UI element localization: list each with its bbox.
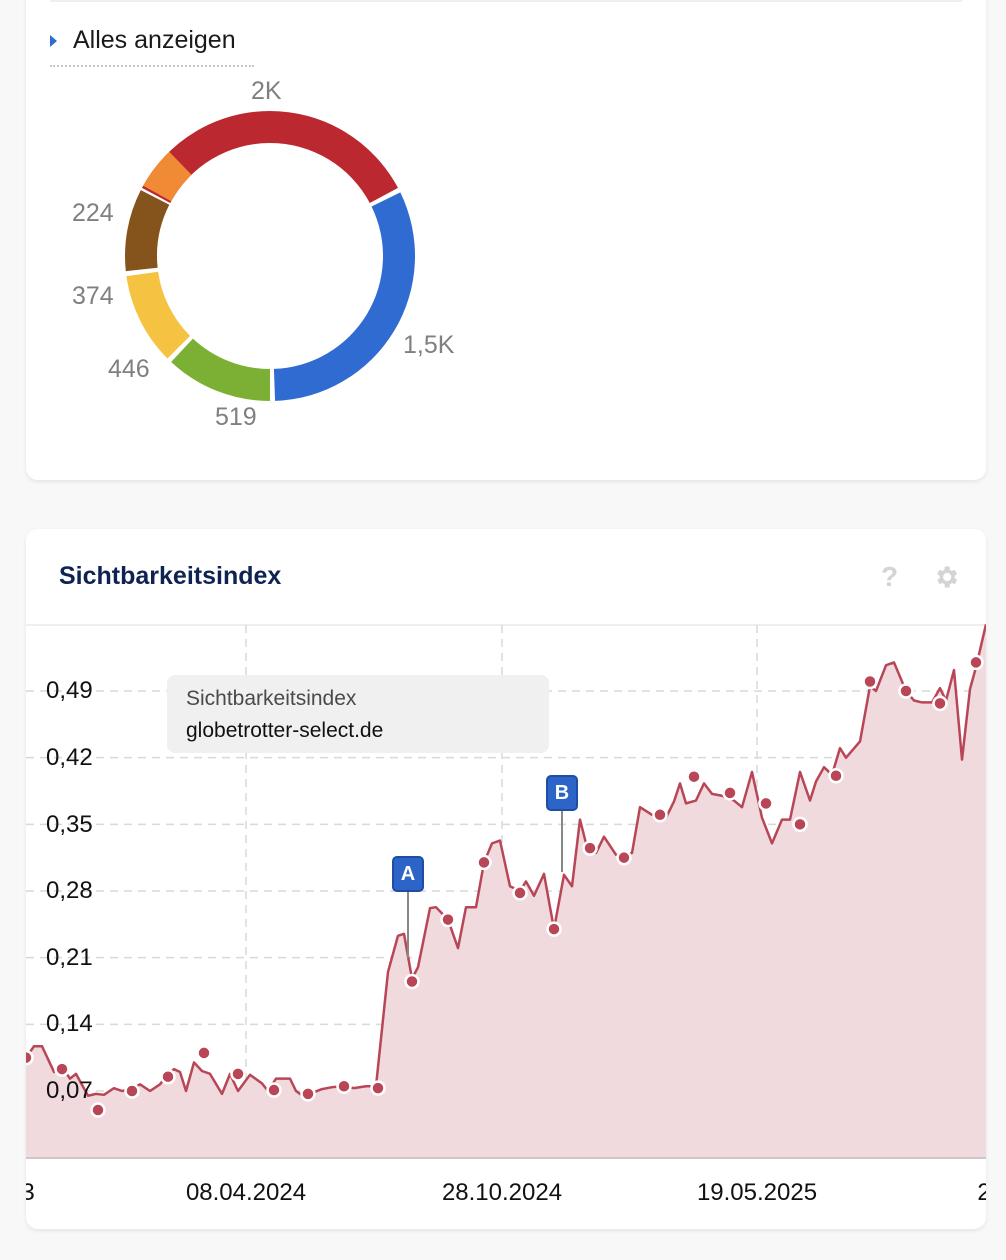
data-point[interactable]: [336, 1078, 352, 1094]
donut-label-2k: 2K: [251, 77, 282, 105]
data-point[interactable]: [404, 973, 420, 990]
data-point[interactable]: [722, 785, 738, 801]
event-marker-b[interactable]: B: [546, 775, 578, 811]
donut-slice[interactable]: [126, 271, 191, 359]
gear-icon[interactable]: [932, 563, 958, 589]
show-all-toggle[interactable]: Alles anzeigen: [50, 26, 254, 67]
donut-label-519: 519: [215, 403, 257, 431]
data-point[interactable]: [300, 1086, 316, 1102]
tooltip-metric: Sichtbarkeitsindex: [186, 687, 357, 710]
chart-tooltip: Sichtbarkeitsindex globetrotter-select.d…: [167, 675, 549, 753]
donut-label-446: 446: [108, 355, 150, 383]
data-point[interactable]: [758, 795, 774, 812]
data-point[interactable]: [26, 1049, 34, 1066]
data-point[interactable]: [440, 911, 456, 928]
data-point[interactable]: [968, 654, 984, 671]
donut-label-224: 224: [72, 199, 114, 227]
y-tick-007: 0,07: [46, 1077, 93, 1104]
data-point[interactable]: [124, 1083, 140, 1099]
data-point[interactable]: [160, 1068, 176, 1085]
y-tick-042: 0,42: [46, 744, 93, 771]
data-point[interactable]: [862, 673, 878, 690]
data-point[interactable]: [54, 1061, 70, 1077]
x-tick-28-10-2024: 28.10.2024: [441, 1179, 563, 1206]
distribution-card: Alles anzeigen 2K 1,5K 519 446 374 224: [26, 0, 986, 480]
data-point[interactable]: [932, 695, 948, 712]
tooltip-domain: globetrotter-select.de: [186, 719, 384, 742]
donut-label-1-5k: 1,5K: [403, 331, 455, 359]
data-point[interactable]: [476, 854, 492, 871]
data-point[interactable]: [792, 816, 808, 833]
data-point[interactable]: [652, 807, 668, 823]
donut-slice[interactable]: [171, 338, 270, 401]
y-tick-028: 0,28: [46, 877, 93, 904]
x-tick-partial-left: 3: [26, 1179, 35, 1206]
data-point[interactable]: [582, 840, 598, 856]
donut-slice[interactable]: [143, 151, 192, 202]
donut-label-374: 374: [72, 282, 114, 310]
triangle-right-icon: [50, 34, 57, 47]
help-icon[interactable]: ?: [881, 561, 899, 592]
data-point[interactable]: [616, 849, 632, 866]
visibility-index-card: Sichtbarkeitsindex ? 0,49 0,42 0,35 0,28…: [26, 529, 986, 1229]
donut-slice[interactable]: [273, 192, 415, 401]
donut-slice[interactable]: [125, 190, 170, 272]
event-marker-a[interactable]: A: [392, 856, 424, 892]
show-all-label: Alles anzeigen: [73, 26, 236, 54]
y-tick-021: 0,21: [46, 944, 93, 971]
data-point[interactable]: [686, 768, 702, 785]
card-header: Sichtbarkeitsindex ?: [26, 529, 986, 626]
data-point[interactable]: [828, 768, 844, 784]
x-tick-08-04-2024: 08.04.2024: [185, 1179, 307, 1206]
data-point[interactable]: [546, 921, 562, 937]
x-tick-19-05-2025: 19.05.2025: [696, 1179, 818, 1206]
data-point[interactable]: [898, 683, 914, 699]
donut-svg: [125, 111, 415, 401]
data-point[interactable]: [230, 1066, 246, 1082]
data-point[interactable]: [512, 885, 528, 901]
data-point[interactable]: [266, 1082, 282, 1098]
data-point[interactable]: [90, 1102, 106, 1118]
data-point[interactable]: [196, 1045, 212, 1061]
x-tick-partial-right: 2: [977, 1179, 986, 1206]
donut-chart: 2K 1,5K 519 446 374 224: [26, 0, 626, 480]
card-title: Sichtbarkeitsindex: [59, 562, 282, 590]
data-point[interactable]: [370, 1080, 386, 1096]
donut-slice[interactable]: [141, 111, 399, 203]
y-tick-049: 0,49: [46, 677, 93, 704]
y-tick-014: 0,14: [46, 1010, 93, 1037]
divider: [50, 0, 962, 2]
line-chart: [26, 624, 986, 1159]
y-tick-035: 0,35: [46, 811, 93, 838]
